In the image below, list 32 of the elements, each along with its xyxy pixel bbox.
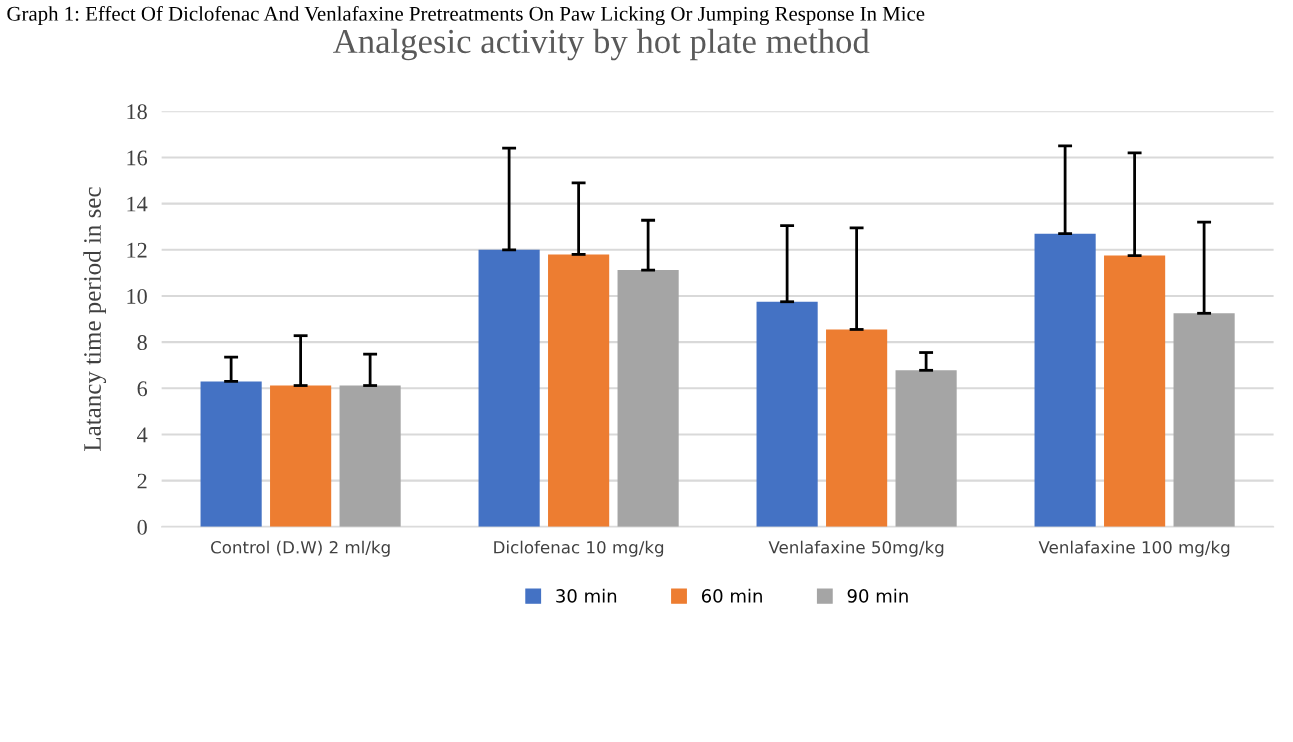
y-tick-label: 0 — [137, 519, 147, 535]
bar — [895, 370, 957, 527]
y-tick-label: 2 — [137, 473, 147, 489]
bar — [478, 249, 540, 527]
bar — [339, 385, 401, 527]
caption: Graph 1: Effect Of Diclofenac And Venlafaxine Pretreatments On Paw Licking Or Jumping Response In Mice — [7, 5, 925, 26]
bar — [270, 385, 332, 527]
y-tick-label: 16 — [127, 150, 148, 166]
legend-label: 30 min — [556, 588, 617, 603]
y-tick-label: 6 — [137, 381, 148, 397]
x-tick-label: Venlafaxine 50mg/kg — [768, 540, 944, 557]
y-tick-label: 18 — [127, 104, 147, 120]
bar — [1104, 255, 1166, 527]
y-tick-label: 10 — [127, 288, 147, 304]
y-tick-label: 4 — [137, 427, 148, 443]
chart-title: Analgesic activity by hot plate method — [333, 28, 870, 61]
bar — [1173, 313, 1235, 527]
bar — [200, 381, 262, 527]
y-tick-label: 8 — [137, 335, 147, 351]
legend-label: 60 min — [701, 588, 762, 603]
y-tick-label: 12 — [127, 242, 147, 258]
x-tick-label: Control (D.W) 2 ml/kg — [211, 540, 390, 557]
y-axis-title: Latancy time period in sec — [83, 187, 107, 451]
x-tick-label: Venlafaxine 100 mg/kg — [1038, 540, 1230, 557]
legend-label: 90 min — [847, 588, 908, 603]
bar — [548, 254, 610, 527]
bar — [826, 329, 888, 527]
y-tick-label: 14 — [127, 196, 148, 212]
x-tick-label: Diclofenac 10 mg/kg — [494, 540, 664, 557]
bar — [756, 301, 818, 527]
bar — [1034, 233, 1096, 527]
bar — [617, 270, 679, 527]
